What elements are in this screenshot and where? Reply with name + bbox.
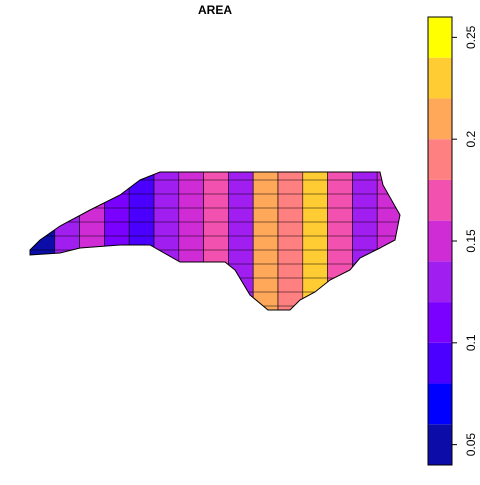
map-title: AREA — [198, 3, 232, 17]
legend-bin — [428, 383, 452, 425]
legend-bin — [428, 98, 452, 140]
county — [302, 172, 328, 310]
legend-tick-label: 0.15 — [464, 229, 478, 253]
county — [327, 172, 353, 310]
legend-tick-label: 0.1 — [464, 334, 478, 351]
county — [153, 172, 180, 310]
legend-bin — [428, 342, 452, 384]
legend-bin — [428, 179, 452, 221]
legend-tick-label: 0.05 — [464, 433, 478, 457]
legend-bin — [428, 220, 452, 262]
legend-bin — [428, 17, 452, 58]
county — [79, 172, 105, 310]
legend-bin — [428, 139, 452, 180]
county — [203, 172, 229, 310]
county — [54, 172, 80, 310]
county — [376, 172, 400, 310]
county — [178, 172, 204, 310]
county — [252, 172, 279, 310]
county — [228, 172, 254, 310]
legend-bin — [428, 424, 452, 465]
legend-bin — [428, 57, 452, 99]
state-outline — [29, 171, 401, 311]
legend-bin — [428, 302, 452, 343]
legend-bin — [428, 261, 452, 303]
county — [30, 172, 56, 310]
legend-tick-label: 0.2 — [464, 131, 478, 148]
county — [352, 172, 378, 310]
county — [277, 172, 304, 310]
color-legend: 0.05 0.1 0.15 0.2 0.25 — [427, 16, 478, 466]
legend-tick-label: 0.25 — [464, 25, 478, 49]
state — [30, 172, 400, 310]
county — [104, 172, 130, 310]
county — [128, 172, 155, 310]
